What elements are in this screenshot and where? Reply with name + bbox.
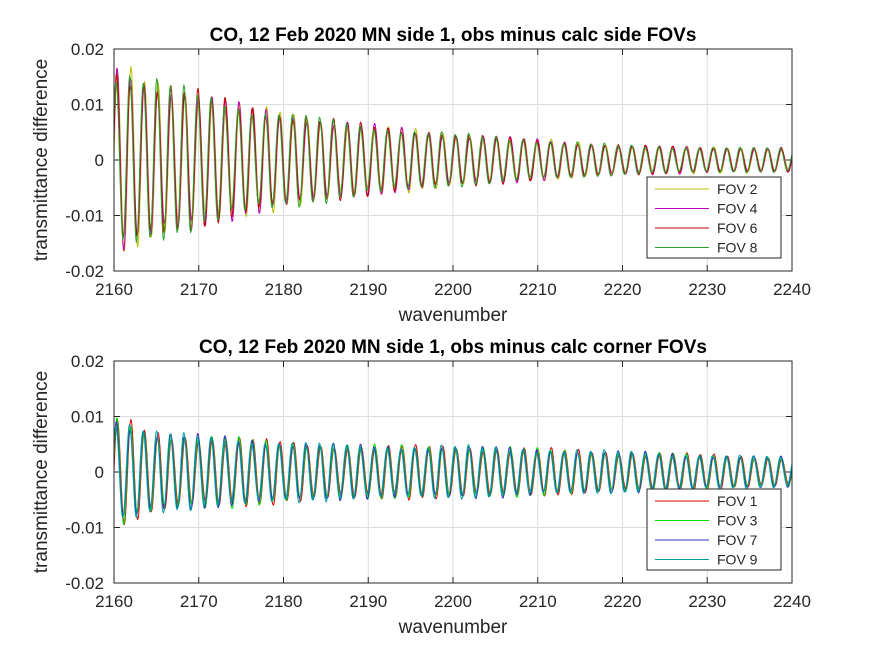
y-tick-label: 0 bbox=[95, 463, 104, 482]
panel-corner-fovs: 2160 2170 2180 2190 2200 2210 2220 2230 2240 0.02… bbox=[31, 337, 811, 638]
y-axis-label: transmittance difference bbox=[31, 371, 52, 573]
series-group bbox=[114, 66, 792, 253]
x-tick-label: 2240 bbox=[773, 280, 811, 299]
x-tick-label: 2160 bbox=[95, 280, 133, 299]
x-tick-label: 2210 bbox=[519, 592, 557, 611]
legend-entry-fov-4: FOV 4 bbox=[717, 201, 758, 217]
legend-entry-fov-6: FOV 6 bbox=[717, 220, 758, 236]
y-tick-label: -0.01 bbox=[65, 207, 104, 226]
x-tick-label: 2180 bbox=[265, 280, 303, 299]
legend-entry-fov-1: FOV 1 bbox=[717, 493, 758, 509]
chart-title: CO, 12 Feb 2020 MN side 1, obs minus cal… bbox=[199, 337, 707, 358]
legend-entry-fov-9: FOV 9 bbox=[717, 552, 758, 568]
axes-box bbox=[113, 360, 793, 584]
series-line-fov-8 bbox=[114, 75, 792, 243]
x-tick-label: 2230 bbox=[688, 280, 726, 299]
legend-entry-fov-8: FOV 8 bbox=[717, 240, 758, 256]
x-tick-label: 2190 bbox=[349, 280, 387, 299]
y-axis-label: transmittance difference bbox=[31, 59, 52, 261]
x-tick-label: 2160 bbox=[95, 592, 133, 611]
x-axis-label: wavenumber bbox=[398, 617, 508, 638]
x-tick-label: 2240 bbox=[773, 592, 811, 611]
legend-box bbox=[646, 488, 782, 571]
x-tick-label: 2200 bbox=[434, 592, 472, 611]
x-tick-label: 2210 bbox=[519, 280, 557, 299]
legend-entry-fov-2: FOV 2 bbox=[717, 181, 758, 197]
y-tick-label: 0.01 bbox=[71, 408, 104, 427]
x-tick-label: 2170 bbox=[180, 280, 218, 299]
x-axis-label: wavenumber bbox=[398, 305, 508, 326]
x-tick-label: 2220 bbox=[604, 280, 642, 299]
x-tick-label: 2200 bbox=[434, 280, 472, 299]
chart-title: CO, 12 Feb 2020 MN side 1, obs minus cal… bbox=[210, 25, 697, 46]
x-tick-label: 2190 bbox=[349, 592, 387, 611]
y-tick-label: 0.02 bbox=[71, 40, 104, 59]
legend-box bbox=[646, 176, 782, 259]
y-tick-label: 0 bbox=[95, 151, 104, 170]
legend-entry-fov-3: FOV 3 bbox=[717, 513, 758, 529]
y-tick-label: 0.02 bbox=[71, 352, 104, 371]
x-tick-label: 2170 bbox=[180, 592, 218, 611]
legend: FOV 1 FOV 3 FOV 7 FOV 9 bbox=[646, 488, 782, 571]
y-tick-label: -0.02 bbox=[65, 574, 104, 593]
y-tick-label: -0.02 bbox=[65, 262, 104, 281]
y-tick-label: 0.01 bbox=[71, 96, 104, 115]
x-tick-label: 2220 bbox=[604, 592, 642, 611]
x-tick-label: 2230 bbox=[688, 592, 726, 611]
legend: FOV 2 FOV 4 FOV 6 FOV 8 bbox=[646, 176, 782, 259]
series-line-fov-9 bbox=[114, 423, 792, 519]
legend-entry-fov-7: FOV 7 bbox=[717, 532, 758, 548]
axes-box bbox=[113, 48, 793, 272]
panel-side-fovs: 2160 2170 2180 2190 2200 2210 2220 2230 2240 0.02… bbox=[31, 25, 811, 326]
y-tick-label: -0.01 bbox=[65, 519, 104, 538]
x-tick-label: 2180 bbox=[265, 592, 303, 611]
